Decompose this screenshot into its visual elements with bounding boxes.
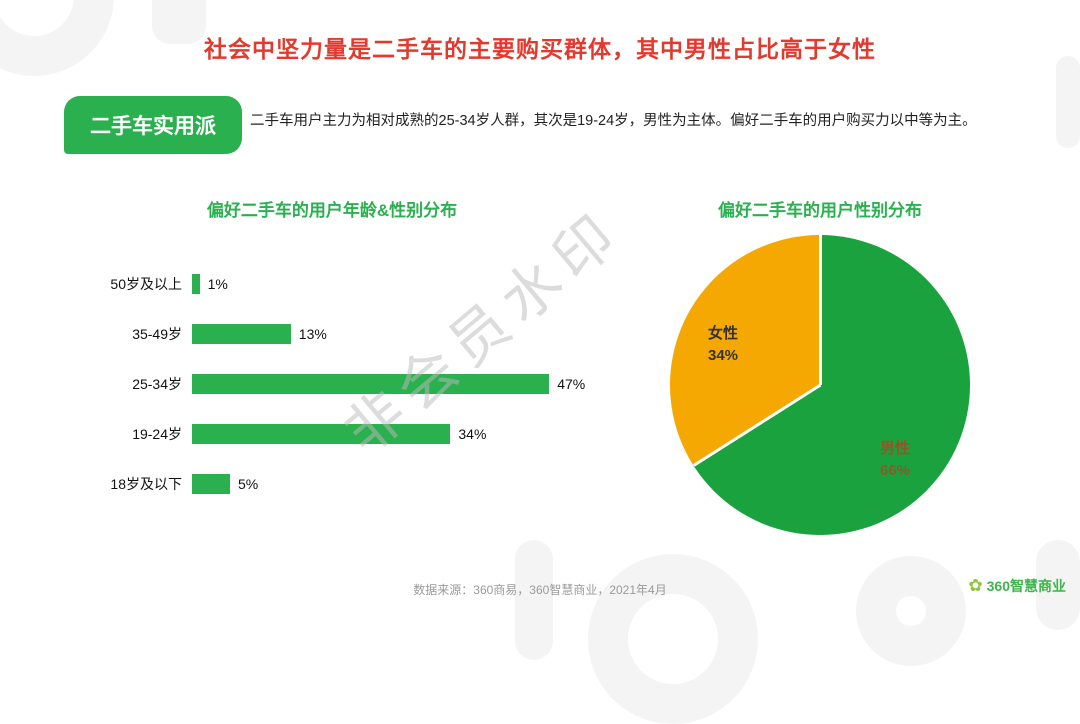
pie-chart-title: 偏好二手车的用户性别分布 <box>718 201 922 220</box>
background-decor-shape <box>856 556 966 666</box>
bar-value-label: 47% <box>557 376 586 392</box>
bar-value-label: 34% <box>458 426 487 442</box>
background-decor-shape <box>1056 56 1080 148</box>
bar-segment <box>192 374 550 394</box>
bar-segment <box>192 274 200 294</box>
bar-category-label: 35-49岁 <box>132 326 182 342</box>
age-gender-bar-chart: 偏好二手车的用户年龄&性别分布 50岁及以上 1% 35-49岁 13% 25-34岁 4… <box>72 196 592 509</box>
bar-category-label: 25-34岁 <box>132 376 182 392</box>
bar-row: 35-49岁 13% <box>72 309 592 359</box>
background-decor-shape <box>515 540 553 660</box>
bar-category-label: 18岁及以下 <box>110 476 182 492</box>
bar-segment <box>192 474 230 494</box>
bar-category-label: 19-24岁 <box>132 426 182 442</box>
bar-rows: 50岁及以上 1% 35-49岁 13% 25-34岁 47% 19-24岁 34% 18岁及以… <box>72 259 592 509</box>
pie-slice-divider <box>818 235 822 385</box>
bar-value-label: 13% <box>298 326 327 342</box>
pie-slice-divider-2 <box>692 383 821 467</box>
bar-value-label: 5% <box>238 476 259 492</box>
pie-label-male: 男性 66% <box>880 438 910 482</box>
background-decor-shape <box>588 554 758 724</box>
bar-row: 50岁及以上 1% <box>72 259 592 309</box>
background-decor-shape <box>152 0 206 44</box>
page-title: 社会中坚力量是二手车的主要购买群体，其中男性占比高于女性 <box>204 36 876 62</box>
flower-logo-icon: ✿ <box>968 576 983 595</box>
pie-label-female-name: 女性 <box>708 325 739 342</box>
gender-pie-chart: 偏好二手车的用户性别分布 女性 34% 男性 66% <box>640 196 1000 535</box>
pie-label-female: 女性 34% <box>708 323 738 367</box>
brand-logo-text: 360智慧商业 <box>986 578 1066 594</box>
segment-badge: 二手车实用派 <box>64 96 242 154</box>
brand-logo: ✿ 360智慧商业 <box>968 576 1066 596</box>
bar-row: 18岁及以下 5% <box>72 459 592 509</box>
bar-value-label: 1% <box>207 276 228 292</box>
pie-label-male-pct: 66% <box>880 461 911 479</box>
bar-segment <box>192 424 451 444</box>
data-source-note: 数据来源：360商易，360智慧商业，2021年4月 <box>413 583 667 597</box>
description-text: 二手车用户主力为相对成熟的25-34岁人群，其次是19-24岁，男性为主体。偏好… <box>250 113 977 129</box>
pie: 女性 34% 男性 66% <box>670 235 970 535</box>
bar-chart-title: 偏好二手车的用户年龄&性别分布 <box>206 201 458 220</box>
bar-segment <box>192 324 291 344</box>
bar-row: 19-24岁 34% <box>72 409 592 459</box>
pie-label-female-pct: 34% <box>708 346 739 364</box>
pie-label-male-name: 男性 <box>880 440 911 457</box>
bar-row: 25-34岁 47% <box>72 359 592 409</box>
bar-category-label: 50岁及以上 <box>110 276 182 292</box>
